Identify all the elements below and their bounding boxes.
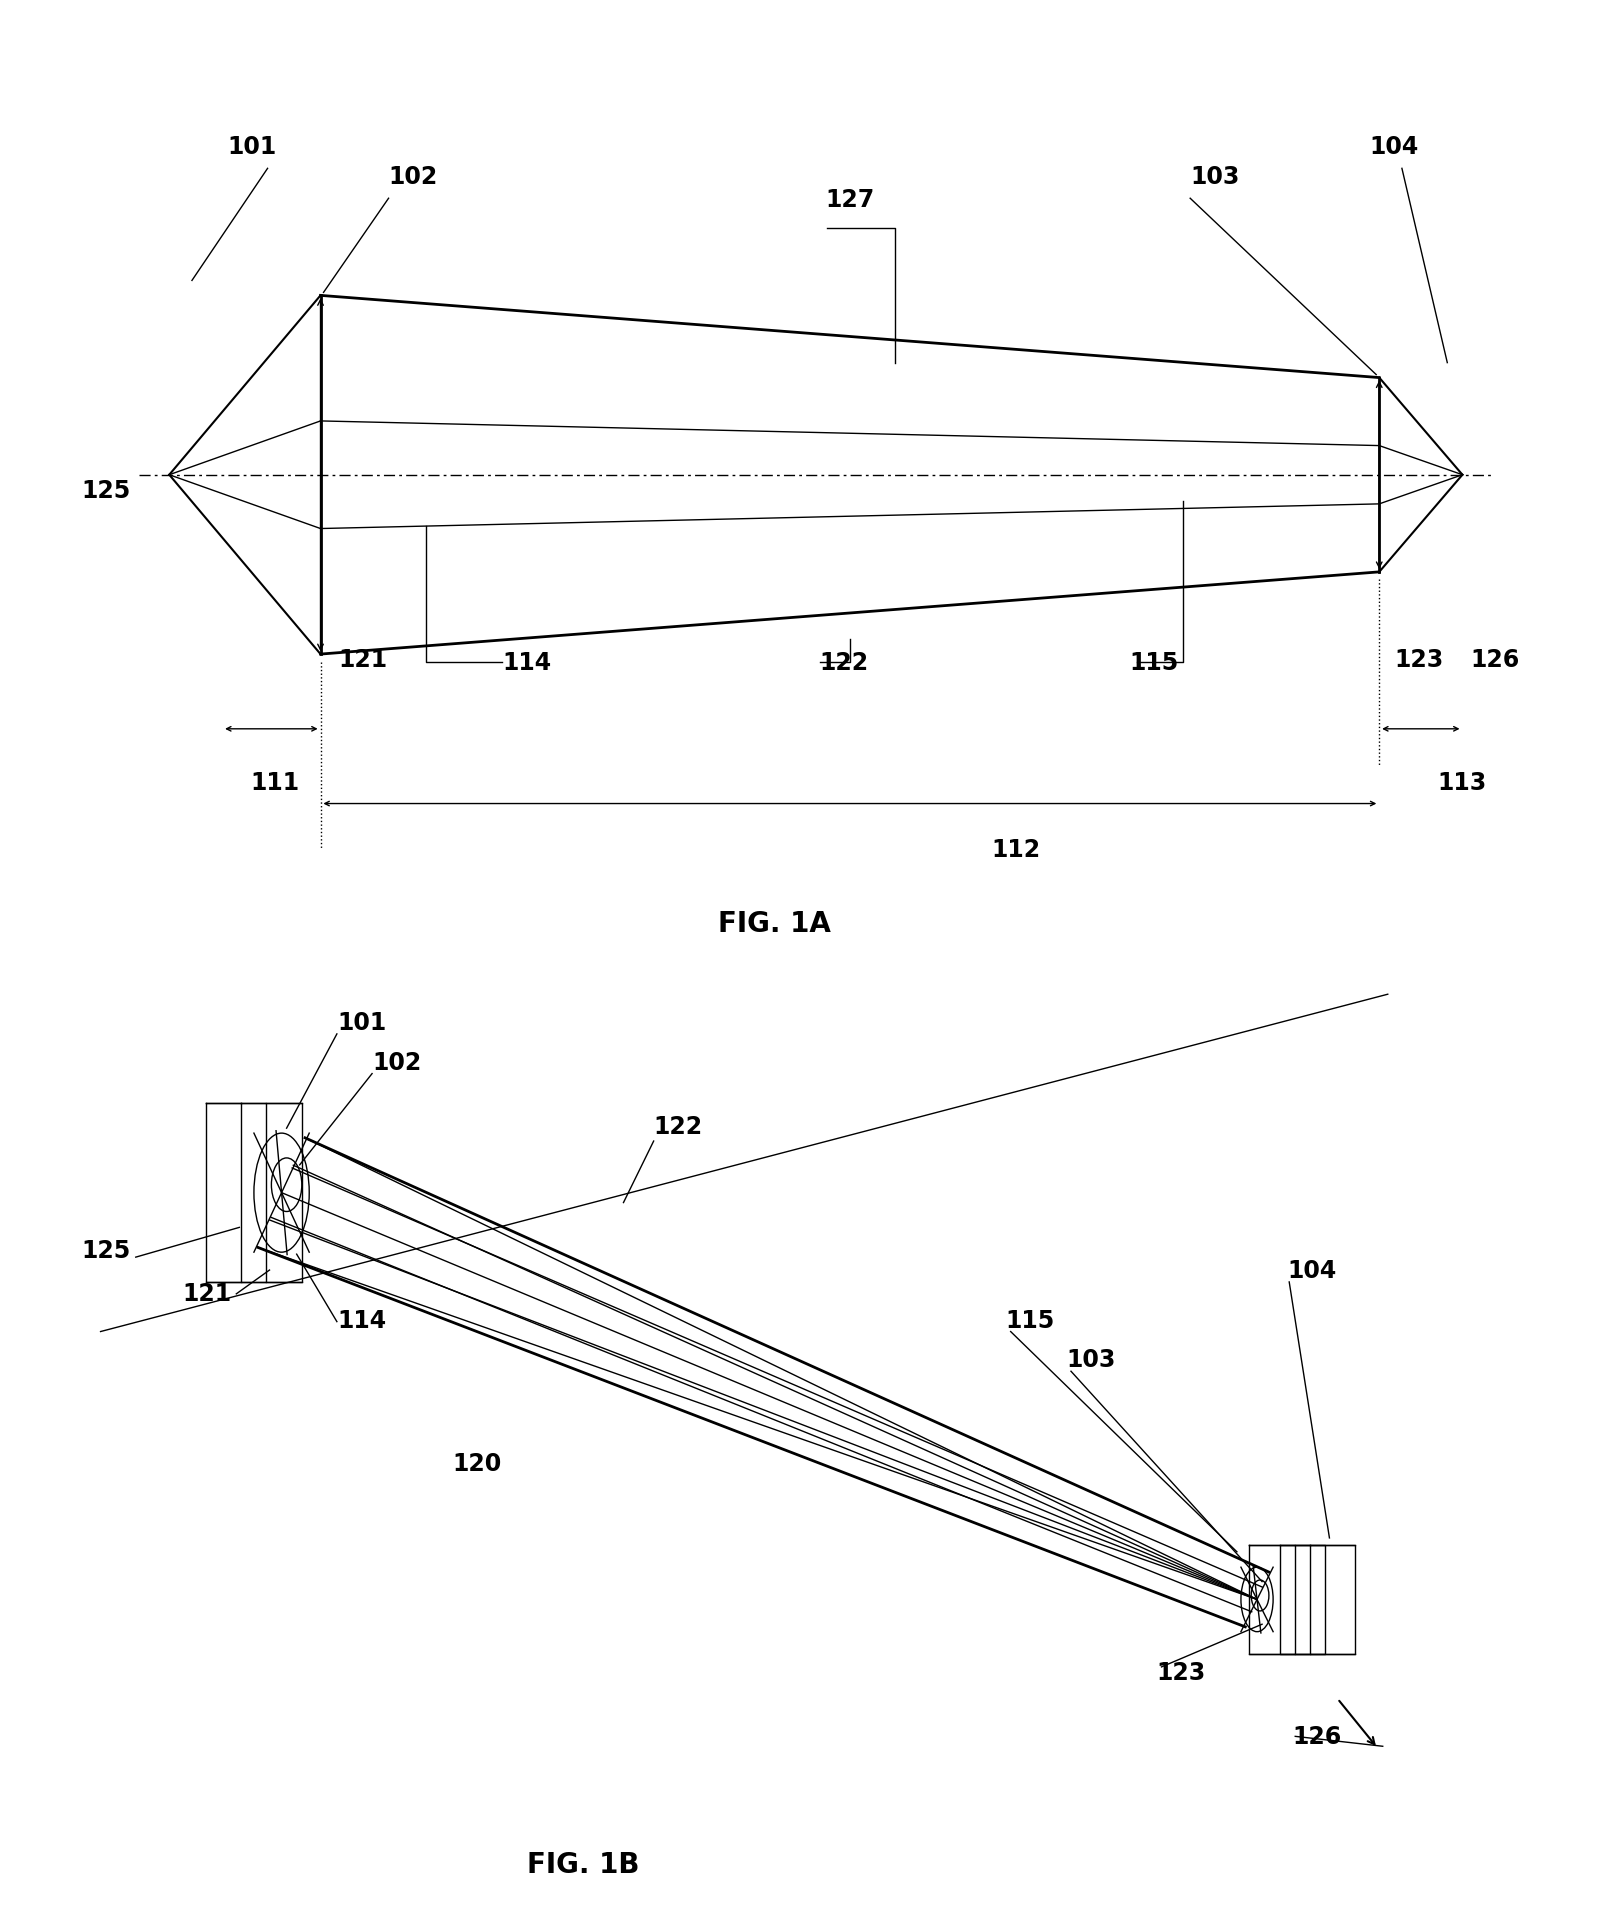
Text: 122: 122 xyxy=(653,1114,703,1138)
Text: 123: 123 xyxy=(1395,648,1443,671)
Text: 127: 127 xyxy=(825,187,875,212)
Text: 102: 102 xyxy=(389,166,438,189)
Text: 126: 126 xyxy=(1292,1724,1342,1749)
Text: 103: 103 xyxy=(1191,166,1239,189)
Text: 113: 113 xyxy=(1438,770,1487,793)
Text: 120: 120 xyxy=(452,1451,502,1476)
Text: 102: 102 xyxy=(372,1051,422,1074)
Text: 126: 126 xyxy=(1471,648,1519,671)
Text: 101: 101 xyxy=(228,135,277,160)
Text: 123: 123 xyxy=(1157,1659,1205,1684)
Text: 121: 121 xyxy=(338,648,388,671)
Text: 103: 103 xyxy=(1065,1348,1115,1371)
Text: 104: 104 xyxy=(1287,1259,1337,1282)
Text: 115: 115 xyxy=(1006,1308,1056,1331)
Text: 115: 115 xyxy=(1130,650,1179,675)
Text: 125: 125 xyxy=(82,1238,130,1262)
Text: 114: 114 xyxy=(502,650,552,675)
Text: 122: 122 xyxy=(819,650,869,675)
Text: 125: 125 xyxy=(82,479,130,503)
Text: FIG. 1A: FIG. 1A xyxy=(718,910,830,936)
Text: 114: 114 xyxy=(336,1308,386,1331)
Text: 104: 104 xyxy=(1369,135,1419,160)
Text: 101: 101 xyxy=(336,1011,386,1034)
Text: 121: 121 xyxy=(182,1282,232,1304)
Text: 111: 111 xyxy=(251,770,299,793)
Text: FIG. 1B: FIG. 1B xyxy=(528,1850,639,1878)
Text: 112: 112 xyxy=(991,837,1041,862)
